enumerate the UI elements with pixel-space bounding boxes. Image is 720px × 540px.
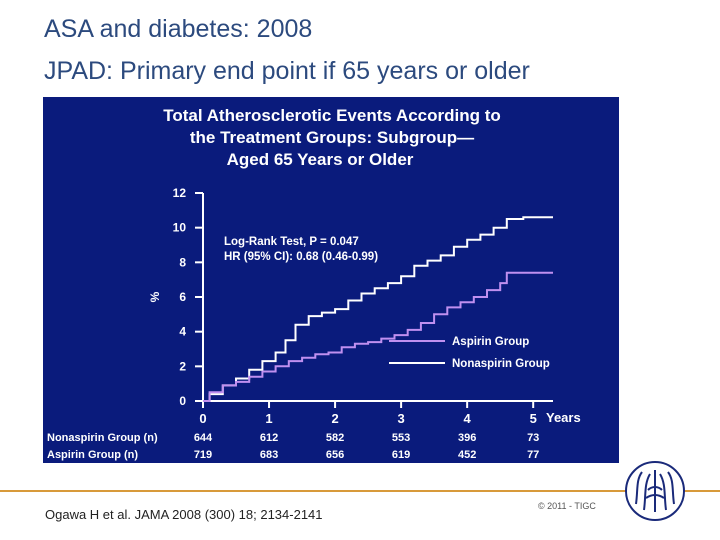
annotation: Log-Rank Test, P = 0.047 HR (95% CI): 0.… (224, 236, 378, 263)
y-ticks: 0 2 4 6 8 10 12 (173, 186, 203, 408)
risk-value: 619 (392, 449, 410, 461)
y-tick-label: 10 (173, 221, 187, 235)
annotation-line1: Log-Rank Test, P = 0.047 (224, 236, 359, 248)
copyright: © 2011 - TIGC (538, 501, 596, 511)
risk-value: 396 (458, 432, 476, 444)
slide-title-line2: JPAD: Primary end point if 65 years or o… (44, 57, 530, 85)
legend-label-nonaspirin: Nonaspirin Group (452, 358, 550, 370)
chart-title-line2: the Treatment Groups: Subgroup— (190, 128, 474, 147)
risk-value: 73 (527, 432, 539, 444)
legend: Aspirin Group Nonaspirin Group (389, 336, 550, 370)
y-tick-label: 12 (173, 186, 187, 200)
chart-title-line1: Total Atherosclerotic Events According t… (163, 106, 501, 125)
risk-row-label-nonaspirin: Nonaspirin Group (n) (47, 432, 158, 444)
risk-value: 553 (392, 432, 410, 444)
legend-label-aspirin: Aspirin Group (452, 336, 529, 348)
y-tick-label: 8 (179, 255, 186, 269)
chart-title-line3: Aged 65 Years or Older (227, 150, 414, 169)
y-tick-label: 4 (179, 325, 186, 339)
footer-rule (0, 490, 720, 492)
risk-value: 656 (326, 449, 344, 461)
x-tick-label: 0 (199, 411, 206, 426)
y-tick-label: 6 (179, 290, 186, 304)
x-ticks: 0 1 2 3 4 5 (199, 401, 537, 426)
y-tick-label: 0 (179, 394, 186, 408)
chart-panel: Total Atherosclerotic Events According t… (43, 97, 619, 463)
x-axis-label: Years (546, 410, 581, 425)
x-tick-label: 2 (331, 411, 338, 426)
x-tick-label: 3 (397, 411, 404, 426)
y-axis-label: % (148, 291, 162, 302)
risk-value: 582 (326, 432, 344, 444)
risk-value: 612 (260, 432, 278, 444)
y-tick-label: 2 (179, 359, 186, 373)
x-tick-label: 1 (265, 411, 272, 426)
slide-title-line1: ASA and diabetes: 2008 (44, 15, 313, 43)
series-line-aspirin (203, 271, 553, 402)
risk-table: Nonaspirin Group (n) Aspirin Group (n) 6… (47, 432, 539, 461)
citation: Ogawa H et al. JAMA 2008 (300) 18; 2134-… (45, 507, 323, 522)
risk-value: 683 (260, 449, 278, 461)
risk-value: 719 (194, 449, 212, 461)
annotation-line2: HR (95% CI): 0.68 (0.46-0.99) (224, 251, 378, 263)
tigc-logo-icon (625, 461, 685, 521)
x-tick-label: 4 (464, 411, 472, 426)
risk-value: 452 (458, 449, 476, 461)
risk-values: 644 612 582 553 396 73 719 683 656 619 452 77 (194, 432, 539, 461)
series-line-nonaspirin (203, 216, 553, 402)
x-tick-label: 5 (530, 411, 537, 426)
km-chart: Total Atherosclerotic Events According t… (47, 106, 581, 461)
risk-value: 644 (194, 432, 213, 444)
risk-value: 77 (527, 449, 539, 461)
risk-row-label-aspirin: Aspirin Group (n) (47, 449, 138, 461)
chart-title: Total Atherosclerotic Events According t… (163, 106, 501, 169)
